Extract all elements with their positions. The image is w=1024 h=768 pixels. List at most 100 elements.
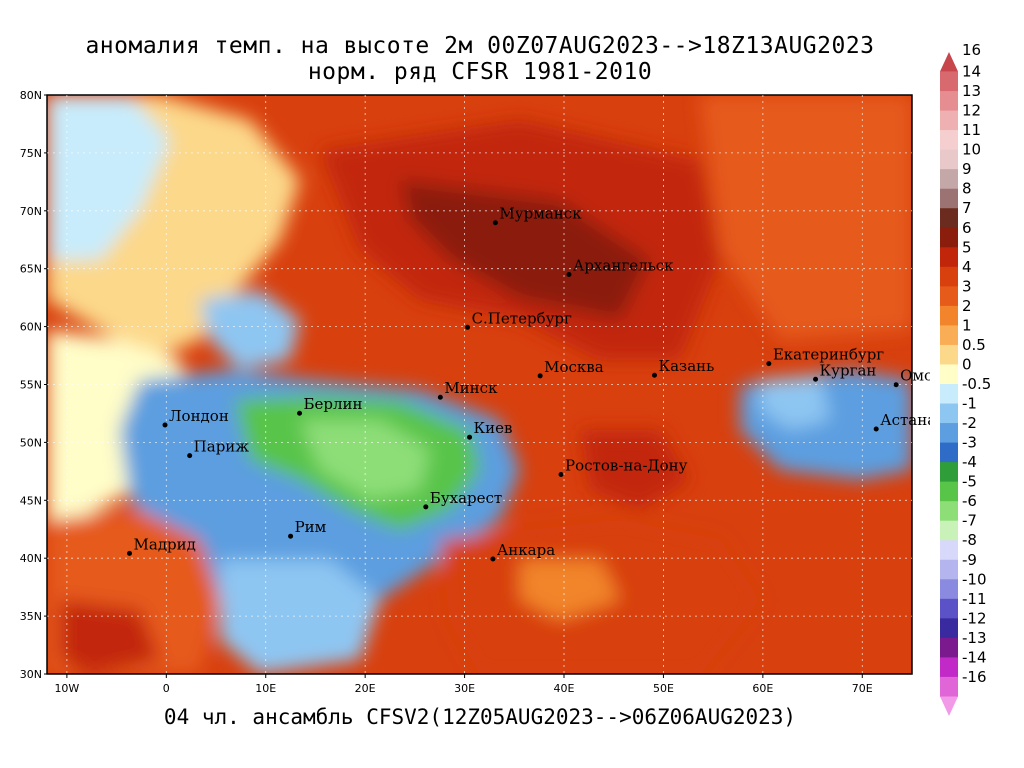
legend-swatch (940, 618, 958, 639)
legend-arrow-bottom (940, 696, 958, 716)
legend-swatch (940, 462, 958, 483)
longitude-label: 60E (752, 682, 773, 695)
legend-swatch (940, 247, 958, 268)
legend-swatch (940, 384, 958, 405)
latitude-label: 30N (20, 668, 42, 681)
city-marker: Киев (467, 419, 512, 440)
legend-label: -12 (962, 609, 987, 627)
city-marker: Астана (873, 411, 930, 432)
latitude-label: 70N (20, 205, 42, 218)
legend-swatch (940, 442, 958, 463)
city-markers: Мурманск Архангельск С.Петербург Москва Каза… (127, 205, 930, 562)
legend-label: 9 (962, 160, 972, 178)
legend-swatch (940, 579, 958, 600)
longitude-label: 10E (255, 682, 276, 695)
city-label: Москва (544, 358, 604, 376)
legend-swatch (940, 637, 958, 658)
legend-label: 0.5 (962, 336, 986, 354)
city-marker: Мурманск (492, 205, 582, 226)
longitude-label: 30E (454, 682, 475, 695)
legend-swatch (940, 344, 958, 365)
city-dot (187, 453, 193, 459)
latitude-labels: 80N 75N 70N 65N 60N 55N 50N 45N 40N 35N 30N (20, 89, 47, 681)
legend-swatch (940, 286, 958, 307)
legend-label: 11 (962, 121, 981, 139)
longitude-label: 10W (54, 682, 79, 695)
legend-label: 0 (962, 355, 972, 373)
legend-label: -3 (962, 434, 977, 452)
city-dot (766, 361, 772, 367)
legend-swatch (940, 227, 958, 248)
city-dot (162, 422, 168, 428)
city-dot (537, 373, 543, 379)
longitude-label: 50E (653, 682, 674, 695)
map-title-line2: норм. ряд CFSR 1981-2010 (307, 59, 653, 85)
city-marker: Париж (187, 438, 249, 459)
legend-label: 7 (962, 199, 972, 217)
legend-arrow-top (940, 52, 958, 72)
legend-label: 1 (962, 316, 972, 334)
legend-swatch (940, 423, 958, 444)
city-label: Бухарест (430, 489, 502, 507)
legend-swatch (940, 501, 958, 522)
latitude-label: 55N (20, 379, 42, 392)
legend-label: -7 (962, 512, 977, 530)
legend-label: -14 (962, 648, 987, 666)
city-label: Мадрид (134, 535, 196, 553)
city-label: Киев (474, 419, 513, 437)
legend-swatch (940, 91, 958, 112)
city-dot (465, 324, 471, 330)
city-label: Ростов-на-Дону (565, 456, 688, 474)
legend-label: 12 (962, 102, 981, 120)
color-legend: 1614131211109876543210.50-0.5-1-2-3-4-5-… (940, 44, 991, 716)
legend-swatch (940, 188, 958, 209)
legend-label: -6 (962, 492, 977, 510)
legend-swatch (940, 325, 958, 346)
longitude-labels: 10W 0 10E 20E 30E 40E 50E 60E 70E (54, 674, 873, 695)
city-label: Курган (820, 361, 877, 379)
city-dot (437, 394, 443, 400)
city-label: Казань (658, 357, 714, 375)
city-marker: Курган (813, 361, 876, 382)
legend-swatch (940, 559, 958, 580)
city-label: Рим (295, 518, 327, 536)
legend-swatch (940, 481, 958, 502)
city-dot (566, 271, 572, 277)
longitude-label: 40E (554, 682, 575, 695)
city-marker: Бухарест (423, 489, 502, 510)
city-dot (893, 382, 899, 388)
legend-swatch (940, 149, 958, 170)
legend-label: -16 (962, 668, 987, 686)
legend-label: -4 (962, 453, 977, 471)
city-marker: Берлин (297, 395, 363, 416)
city-marker: Казань (651, 357, 714, 378)
city-label: Лондон (169, 407, 229, 425)
city-marker: Минск (437, 379, 498, 400)
city-label: Омск (900, 367, 930, 385)
legend-label: -5 (962, 473, 977, 491)
legend-swatch (940, 676, 958, 697)
legend-swatch (940, 598, 958, 619)
city-dot (873, 426, 879, 432)
longitude-label: 70E (852, 682, 873, 695)
legend-label: -1 (962, 395, 977, 413)
city-label: Архангельск (573, 256, 674, 274)
city-label: Астана (880, 411, 930, 429)
legend-label: 4 (962, 258, 972, 276)
legend-label: 10 (962, 141, 981, 159)
legend-label: 2 (962, 297, 972, 315)
legend-label: 14 (962, 63, 981, 81)
legend-swatch (940, 130, 958, 151)
legend-swatch (940, 110, 958, 131)
map-footer: 04 чл. ансамбль CFSV2(12Z05AUG2023-->06Z… (163, 705, 797, 729)
legend-swatch (940, 71, 958, 92)
city-dot (558, 471, 564, 477)
city-label: Берлин (304, 395, 363, 413)
city-marker: Ростов-на-Дону (558, 456, 688, 477)
legend-label: -10 (962, 570, 987, 588)
city-dot (813, 376, 819, 382)
legend-label: -11 (962, 590, 987, 608)
city-marker: Архангельск (566, 256, 674, 277)
legend-swatch (940, 305, 958, 326)
